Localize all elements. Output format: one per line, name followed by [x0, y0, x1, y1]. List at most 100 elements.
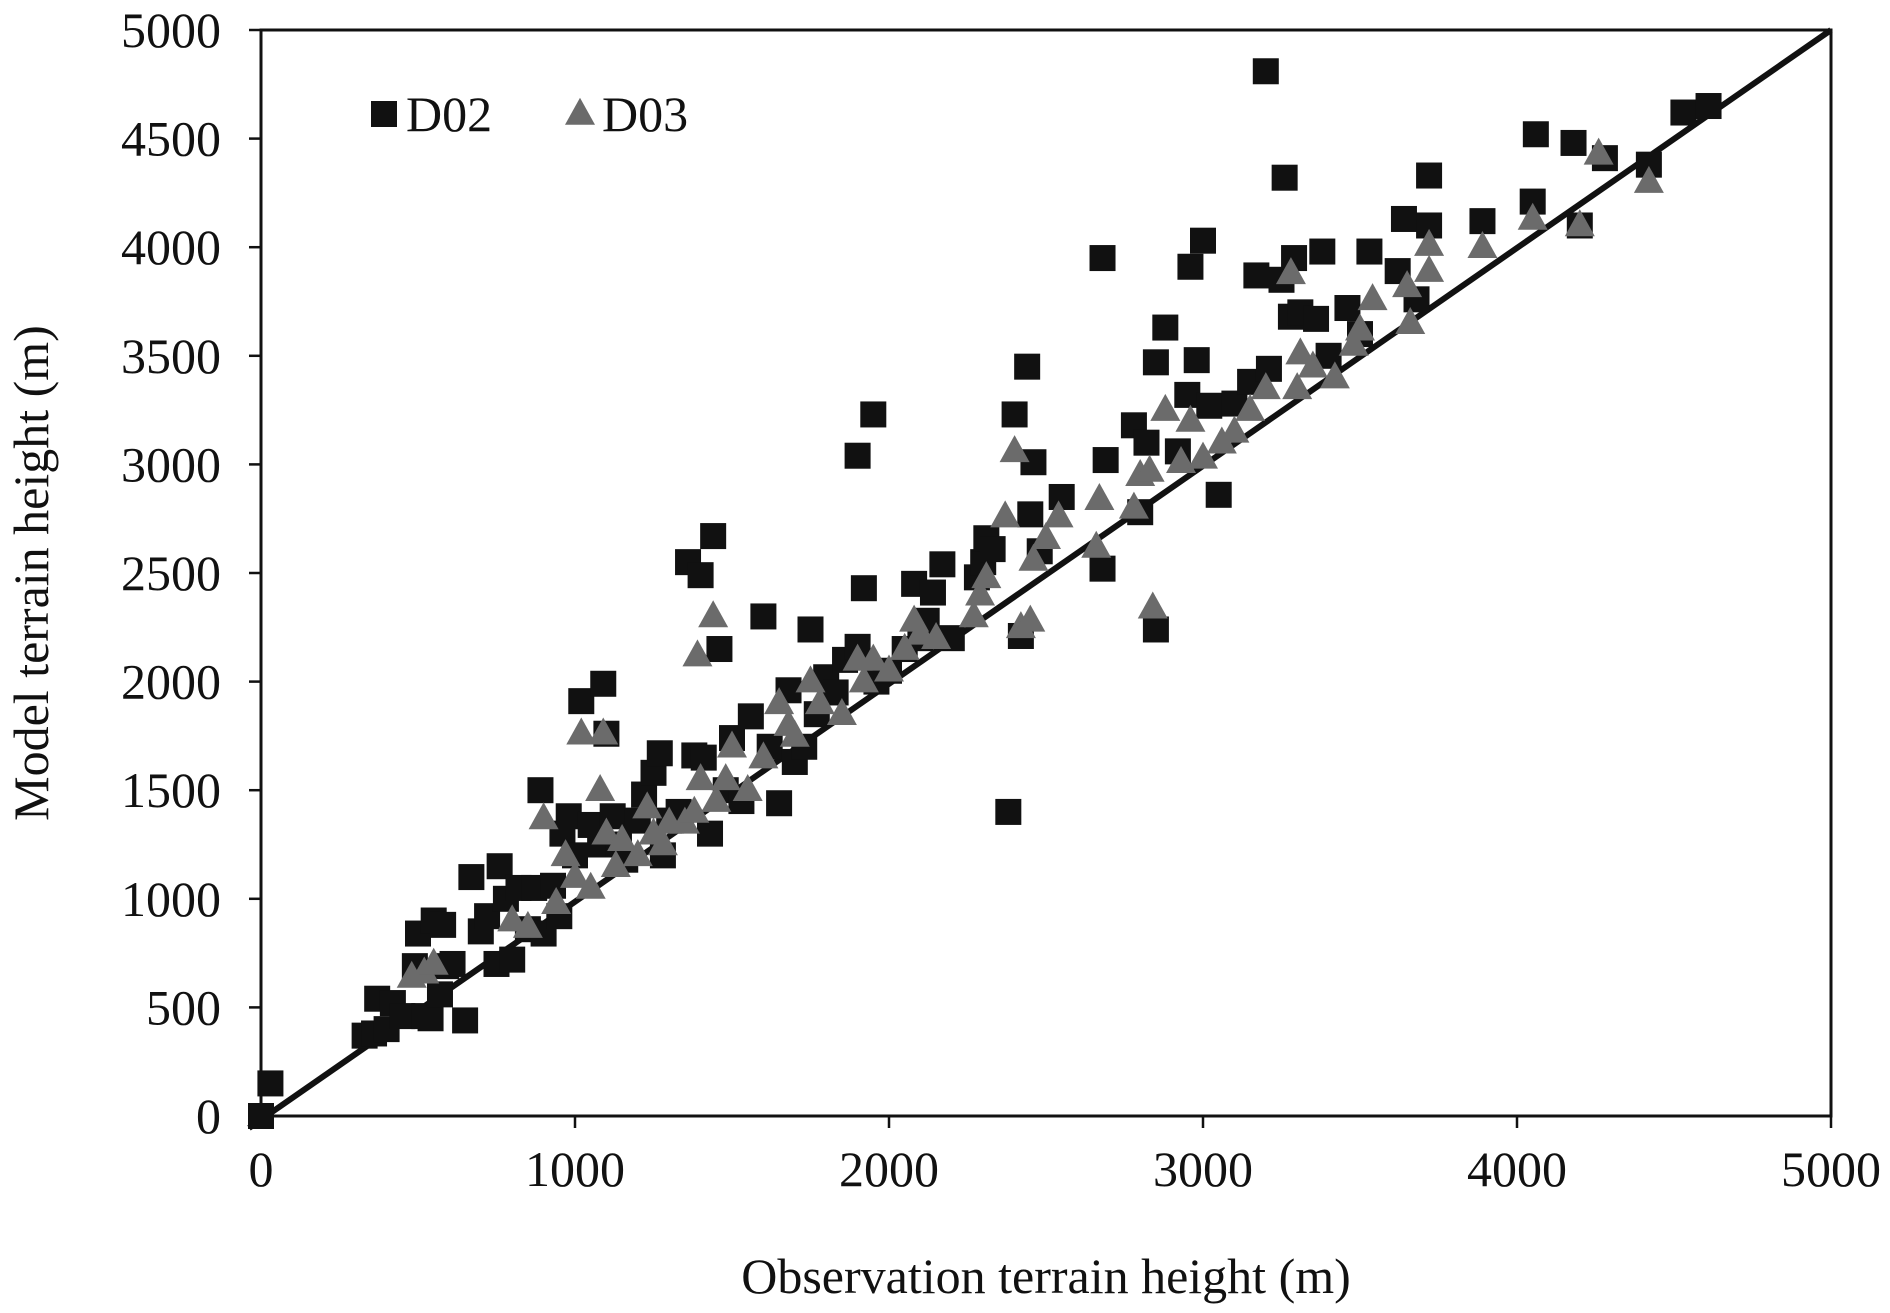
data-point-d03 [632, 791, 663, 819]
y-tick-label: 4500 [121, 111, 221, 167]
data-point-d03 [647, 828, 678, 856]
data-point-d03 [1392, 270, 1423, 298]
data-point-d03 [679, 795, 710, 823]
data-point-d03 [826, 697, 857, 725]
data-point-d02 [568, 688, 595, 715]
data-point-d02 [426, 981, 453, 1008]
data-point-d02 [452, 1007, 479, 1034]
legend-label-d02: D02 [406, 86, 492, 142]
data-point-d03 [1357, 283, 1388, 311]
data-point-d03 [682, 639, 713, 667]
data-point-d02 [1390, 205, 1417, 232]
data-point-d02 [919, 579, 946, 606]
data-point-d03 [921, 621, 952, 649]
x-tick-label: 3000 [1153, 1141, 1253, 1197]
data-point-d03 [764, 687, 795, 715]
data-point-d02 [750, 603, 777, 630]
data-point-d02 [706, 636, 733, 663]
data-point-d02 [737, 703, 764, 730]
data-point-d03 [497, 904, 528, 932]
y-tick-label: 500 [146, 979, 221, 1035]
data-point-d03 [1414, 254, 1445, 282]
data-point-d03 [701, 784, 732, 812]
data-point-d02 [1356, 238, 1383, 265]
data-point-d02 [1048, 483, 1075, 510]
data-point-d02 [646, 740, 673, 767]
data-point-d02 [430, 911, 457, 938]
data-point-d02 [690, 744, 717, 771]
y-tick-label: 2000 [121, 654, 221, 710]
data-point-d02 [458, 864, 485, 891]
data-point-d03 [1338, 328, 1369, 356]
data-point-d03 [1118, 491, 1149, 519]
data-point-d03 [607, 823, 638, 851]
data-point-d03 [1188, 441, 1218, 469]
data-point-d02 [1522, 121, 1549, 148]
data-point-d02 [860, 401, 887, 428]
data-point-d03 [698, 600, 729, 628]
data-point-d02 [697, 820, 724, 847]
data-point-d03 [685, 763, 716, 791]
data-point-d02 [417, 1005, 444, 1032]
data-point-d03 [1175, 404, 1206, 432]
data-point-d03 [1319, 361, 1350, 389]
data-point-d03 [717, 730, 747, 758]
data-point-d03 [1018, 543, 1049, 571]
data-point-d03 [1285, 337, 1316, 365]
y-tick-label: 0 [196, 1088, 221, 1144]
data-point-d02 [797, 616, 824, 643]
data-point-d03 [1081, 530, 1112, 558]
data-point-d02 [389, 1003, 416, 1030]
data-point-d03 [1564, 209, 1595, 237]
y-tick-label: 5000 [121, 2, 221, 58]
y-tick-label: 2500 [121, 545, 221, 601]
data-point-d02 [1142, 616, 1169, 643]
legend-marker-d03 [565, 97, 595, 125]
data-point-d02 [1017, 501, 1044, 528]
data-point-d02 [1089, 555, 1116, 582]
data-point-d03 [1166, 446, 1197, 474]
data-point-d02 [1309, 238, 1336, 265]
data-point-d03 [1467, 231, 1498, 258]
data-point-d03 [1137, 591, 1168, 619]
data-point-d02 [1152, 314, 1179, 341]
data-point-d03 [1250, 372, 1281, 400]
data-point-d02 [1177, 253, 1204, 280]
data-point-d02 [1560, 129, 1587, 156]
data-point-d03 [575, 871, 606, 899]
y-tick-label: 1500 [121, 762, 221, 818]
data-point-d03 [1345, 313, 1375, 341]
data-point-d02 [1243, 262, 1270, 289]
data-point-d02 [1014, 353, 1041, 380]
data-point-d03 [999, 435, 1030, 463]
data-point-d02 [850, 575, 877, 602]
data-point-d03 [1297, 350, 1328, 378]
data-point-d03 [965, 578, 996, 606]
data-point-d03 [748, 741, 779, 769]
data-point-d03 [795, 665, 826, 693]
data-point-d02 [1695, 93, 1722, 120]
data-point-d03 [1235, 393, 1266, 421]
data-point-d03 [560, 860, 590, 888]
data-point-d02 [1092, 447, 1119, 474]
data-point-d03 [1583, 137, 1614, 165]
data-point-d03 [600, 850, 631, 878]
data-point-d03 [622, 839, 653, 867]
data-point-d02 [1271, 164, 1298, 191]
data-point-d03 [779, 719, 810, 747]
data-point-d03 [1517, 202, 1548, 230]
series-layer [248, 58, 1722, 1129]
data-point-d03 [710, 763, 741, 791]
y-tick-label: 3000 [121, 436, 221, 492]
data-point-d03 [1414, 228, 1445, 256]
x-tick-label: 1000 [525, 1141, 625, 1197]
legend-label-d03: D03 [602, 86, 688, 142]
data-point-d02 [1196, 392, 1223, 419]
data-point-d02 [527, 777, 554, 804]
data-point-d02 [1303, 305, 1330, 332]
data-point-d02 [1205, 481, 1232, 508]
data-point-d03 [1275, 257, 1306, 285]
data-point-d02 [590, 670, 617, 697]
data-point-d02 [995, 798, 1022, 825]
